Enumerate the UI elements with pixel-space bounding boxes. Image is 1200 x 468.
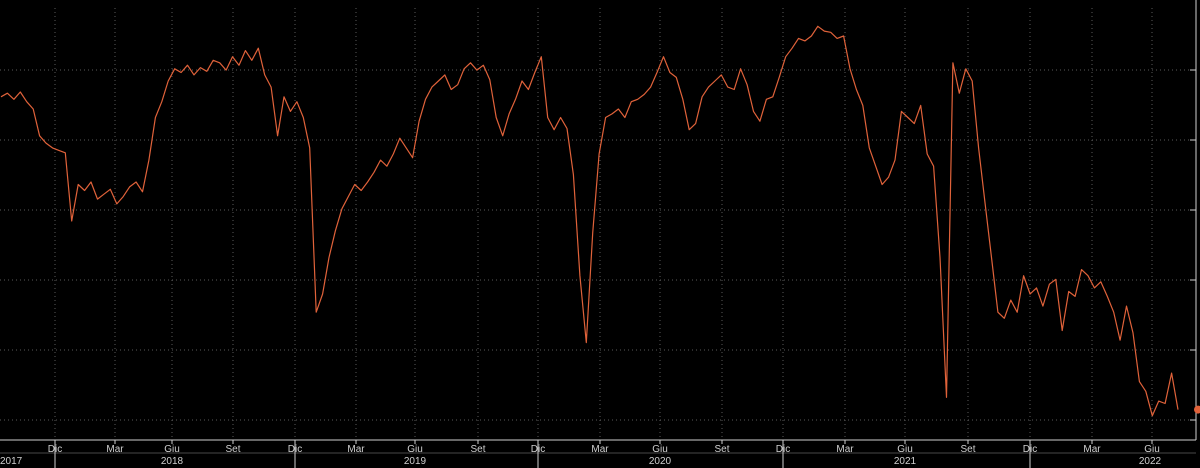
grid — [0, 8, 1196, 440]
year-label: 2022 — [1139, 456, 1162, 467]
series-layer — [0, 25, 1200, 417]
x-tick-label: Mar — [836, 444, 854, 455]
last-value-marker — [1194, 405, 1200, 414]
x-tick-label: Giu — [652, 444, 668, 455]
x-tick-label: Giu — [897, 444, 913, 455]
year-label: 2019 — [404, 456, 427, 467]
x-tick-label: Mar — [1083, 444, 1101, 455]
year-label: 2018 — [161, 456, 184, 467]
x-tick-label: Dic — [1023, 444, 1037, 455]
axis-labels: Dic Mar Giu Set Dic Mar Giu Set Dic Mar Giu Set Dic M… — [0, 444, 1162, 467]
x-tick-label: Dic — [48, 444, 62, 455]
x-tick-label: Set — [470, 444, 485, 455]
x-tick-label: Giu — [1144, 444, 1160, 455]
x-tick-label: Dic — [531, 444, 545, 455]
x-tick-label: Mar — [347, 444, 365, 455]
x-tick-label: Set — [714, 444, 729, 455]
x-tick-label: Set — [225, 444, 240, 455]
x-tick-label: Dic — [288, 444, 302, 455]
year-label: 2017 — [0, 456, 23, 467]
x-tick-label: Giu — [407, 444, 423, 455]
x-tick-label: Giu — [164, 444, 180, 455]
x-tick-label: Mar — [106, 444, 124, 455]
year-label: 2021 — [894, 456, 917, 467]
x-tick-label: Set — [960, 444, 975, 455]
x-tick-label: Mar — [591, 444, 609, 455]
year-label: 2020 — [649, 456, 672, 467]
series-line — [0, 25, 1179, 417]
x-tick-label: Dic — [776, 444, 790, 455]
